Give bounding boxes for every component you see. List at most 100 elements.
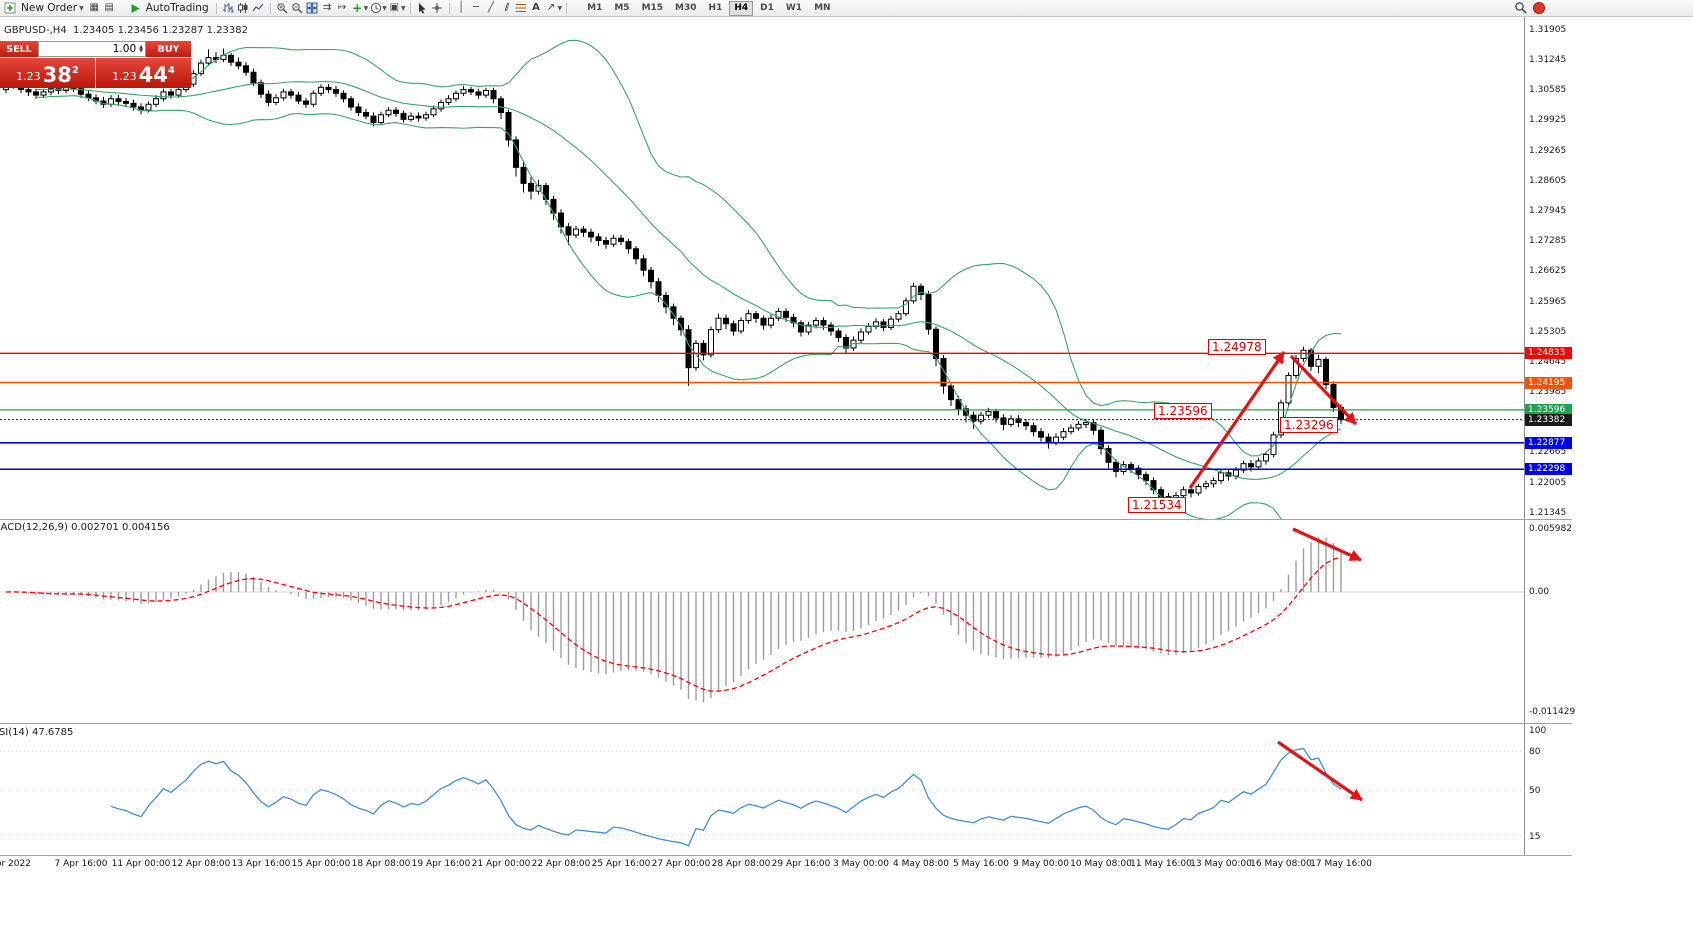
chart-ohlc-header: GBPUSD-,H4 1.23405 1.23456 1.23287 1.233… [4, 25, 248, 36]
volume-input[interactable]: 1.00 ▲ ▼ [38, 41, 146, 57]
price-axis-label: 1.24645 [1529, 356, 1567, 367]
time-axis-label: 11 May 16:00 [1130, 859, 1192, 869]
chevron-down-icon: ▼ [382, 4, 387, 12]
cursor-icon[interactable] [415, 2, 430, 15]
main-chart-canvas[interactable] [0, 16, 1524, 519]
price-axis-label: 1.23985 [1529, 387, 1567, 398]
crosshair-icon[interactable] [430, 2, 445, 15]
panel-separator[interactable] [0, 519, 1572, 520]
vertical-line-icon[interactable]: │ [457, 2, 465, 13]
search-icon[interactable] [1513, 1, 1528, 14]
sell-button[interactable]: 1.23 38 2 [0, 58, 95, 88]
fibonacci-icon[interactable] [514, 2, 529, 15]
time-axis-label: 13 May 00:00 [1190, 859, 1252, 869]
time-axis-label: 3 May 00:00 [833, 859, 889, 869]
toolbar-right-group [1513, 1, 1545, 14]
time-axis-label: 25 Apr 16:00 [591, 859, 651, 869]
macd-panel-canvas[interactable] [0, 520, 1524, 723]
channel-icon[interactable]: ∕∕ [504, 2, 510, 13]
timeframe-button-mn[interactable]: MN [814, 2, 831, 13]
bollinger-band-line [35, 39, 1342, 457]
time-axis-label: 4 May 08:00 [893, 859, 949, 869]
chart-window-icon[interactable]: ▦ [89, 2, 99, 13]
one-click-trading-panel: SELL 1.00 ▲ ▼ BUY 1.23 38 2 1.23 44 4 [0, 41, 191, 88]
chevron-down-icon: ▼ [363, 4, 369, 12]
periods-icon[interactable] [368, 2, 383, 15]
timeframe-button-m5[interactable]: M5 [614, 2, 630, 13]
buy-price-sup: 4 [167, 65, 175, 76]
price-axis-tag: 1.24195 [1525, 376, 1572, 389]
rsi-panel-canvas[interactable] [0, 725, 1524, 855]
macd-axis-label: -0.011429 [1529, 707, 1576, 717]
bar-chart-icon[interactable] [221, 2, 236, 15]
trendline-icon[interactable]: ╱ [487, 2, 495, 13]
price-axis-label: 1.31905 [1529, 24, 1567, 35]
profiles-icon[interactable]: ▤ [104, 2, 114, 13]
candlestick-icon[interactable] [236, 2, 251, 15]
autotrading-icon [128, 2, 143, 15]
timeframe-button-h4[interactable]: H4 [729, 0, 754, 16]
price-axis-tag: 1.22877 [1525, 436, 1572, 449]
auto-scroll-icon[interactable]: ⇉ [322, 2, 332, 13]
timeframe-button-m30[interactable]: M30 [675, 2, 697, 13]
volume-spinner[interactable]: ▲ ▼ [139, 44, 143, 54]
price-axis-label: 1.28605 [1529, 175, 1567, 186]
timeframe-button-m15[interactable]: M15 [641, 2, 664, 13]
macd-histogram [12, 536, 1342, 703]
panel-separator[interactable] [0, 723, 1572, 724]
templates-icon[interactable]: ▣ [389, 2, 400, 13]
tile-windows-icon[interactable] [305, 2, 320, 15]
chevron-down-icon: ▼ [400, 4, 406, 12]
rsi-axis-label: 50 [1529, 786, 1541, 796]
buy-price-prefix: 1.23 [112, 70, 137, 83]
new-order-button[interactable]: New Order ▼ [0, 1, 87, 16]
price-axis-label: 1.22665 [1529, 447, 1567, 458]
time-axis-label: 19 Apr 16:00 [411, 859, 471, 869]
macd-signal-line [5, 556, 1342, 692]
time-axis-label: 5 May 16:00 [953, 859, 1009, 869]
record-icon[interactable] [1533, 1, 1545, 14]
price-axis-label: 1.31245 [1529, 55, 1567, 66]
text-icon[interactable]: A [532, 2, 540, 13]
price-axis-label: 1.25305 [1529, 326, 1567, 337]
time-axis-label: 10 May 08:00 [1070, 859, 1132, 869]
indicators-icon[interactable]: + [352, 1, 363, 15]
volume-value: 1.00 [112, 43, 137, 55]
line-chart-icon[interactable] [251, 2, 266, 15]
time-axis-label: 21 Apr 00:00 [471, 859, 531, 869]
spinner-up-icon[interactable]: ▲ [139, 44, 143, 50]
time-axis-label: 22 Apr 08:00 [531, 859, 591, 869]
time-axis-label: 16 May 08:00 [1250, 859, 1312, 869]
price-axis-label: 1.22005 [1529, 477, 1567, 488]
price-callout: 1.21534 [1128, 497, 1186, 513]
toolbar-separator [566, 2, 568, 14]
autotrading-button[interactable]: AutoTrading [125, 1, 212, 16]
rsi-line [110, 747, 1342, 847]
time-axis-label: 9 May 00:00 [1013, 859, 1069, 869]
toolbar-separator [409, 2, 411, 14]
horizontal-line-icon[interactable]: ─ [472, 2, 480, 13]
buy-button[interactable]: 1.23 44 4 [96, 58, 191, 88]
time-axis-label: 15 Apr 00:00 [291, 859, 351, 869]
time-axis-label: 6 Apr 2022 [0, 859, 31, 869]
timeframe-button-h1[interactable]: H1 [708, 2, 723, 13]
chart-shift-icon[interactable]: ↦ [337, 2, 347, 13]
buy-price-big: 44 [138, 63, 168, 87]
price-callout: 1.23596 [1154, 403, 1212, 419]
price-axis-label: 1.29265 [1529, 145, 1567, 156]
sell-tab[interactable]: SELL [0, 41, 38, 57]
price-axis-border [1524, 16, 1525, 855]
zoom-out-icon[interactable] [290, 2, 305, 15]
arrows-icon[interactable]: ↗ [546, 2, 556, 13]
price-axis-tag: 1.24833 [1525, 347, 1572, 360]
zoom-in-icon[interactable] [275, 2, 290, 15]
rsi-axis-label: 80 [1529, 747, 1541, 757]
price-axis-tag: 1.22298 [1525, 463, 1572, 476]
buy-tab[interactable]: BUY [146, 41, 191, 57]
timeframe-button-w1[interactable]: W1 [785, 2, 803, 13]
timeframe-button-d1[interactable]: D1 [760, 2, 774, 13]
spinner-down-icon[interactable]: ▼ [139, 48, 143, 54]
timeframe-button-m1[interactable]: M1 [587, 2, 603, 13]
time-axis-label: 18 Apr 08:00 [351, 859, 411, 869]
